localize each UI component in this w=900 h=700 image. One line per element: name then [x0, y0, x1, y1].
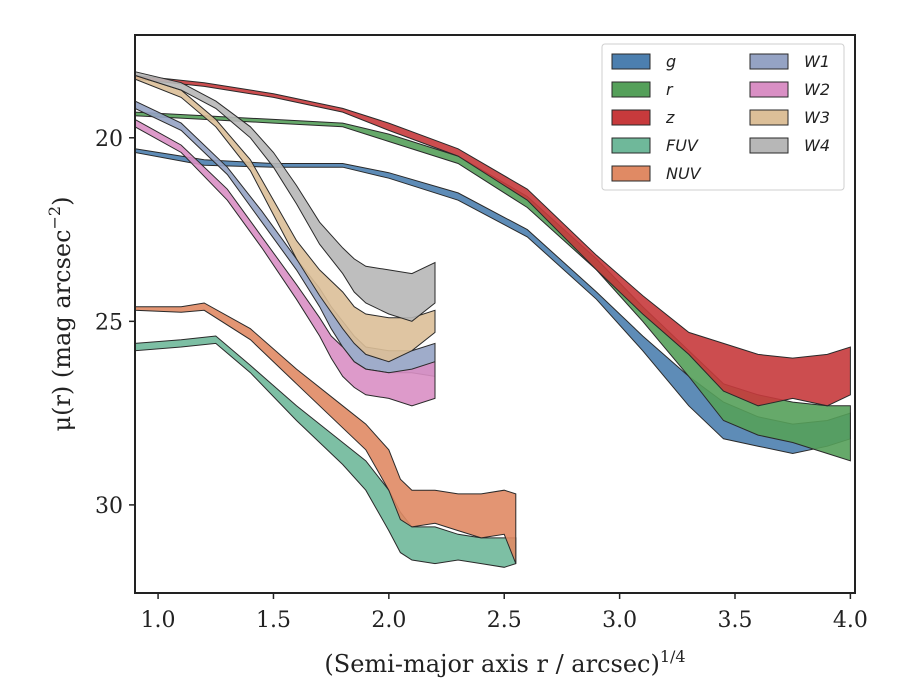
x-tick-label: 3.0	[602, 608, 637, 633]
legend-swatch-w3	[749, 109, 789, 126]
axes-frame	[134, 34, 856, 594]
series-band-z	[134, 74, 851, 407]
y-axis-ticks: 20 25 30	[95, 127, 135, 519]
y-axis-label: μ(r) (mag arcsec−2)	[45, 197, 76, 432]
legend-label-r: r	[666, 80, 674, 99]
legend-label-fuv: FUV	[666, 136, 699, 155]
x-tick-label: 1.5	[256, 608, 291, 633]
legend-swatch-w4	[749, 137, 789, 154]
legend-label-z: z	[665, 108, 675, 127]
legend-label-w1: W1	[804, 52, 830, 71]
legend-swatch-z	[611, 109, 651, 126]
y-tick-label: 20	[95, 127, 123, 152]
legend: grz FUV NUV W1 W2 W3 W4	[601, 43, 845, 191]
y-axis-label-exponent: −2	[45, 206, 64, 230]
legend-swatch-w2	[749, 81, 789, 98]
legend-swatch-r	[611, 81, 651, 98]
y-axis-label-text: μ(r) (mag arcsec	[48, 229, 76, 431]
x-axis-label-text: (Semi-major axis r / arcsec)	[324, 650, 659, 678]
x-tick-label: 2.0	[371, 608, 406, 633]
x-tick-label: 2.5	[487, 608, 522, 633]
y-tick-label: 25	[95, 310, 123, 335]
series-band-nuv	[134, 302, 517, 564]
y-tick-label: 30	[95, 494, 123, 519]
x-tick-label: 1.0	[141, 608, 176, 633]
series-band-w2	[134, 118, 436, 407]
x-tick-label: 4.0	[833, 608, 868, 633]
x-axis-label-exponent: 1/4	[660, 647, 686, 666]
x-tick-label: 3.5	[718, 608, 753, 633]
legend-swatch-fuv	[611, 137, 651, 154]
x-axis-ticks: 1.0 1.5 2.0 2.5 3.0 3.5 4.0	[141, 593, 868, 633]
legend-label-g: g	[666, 52, 676, 71]
legend-label-w3: W3	[804, 108, 830, 127]
legend-label-w2: W2	[804, 80, 830, 99]
y-axis-label-close: )	[48, 197, 76, 206]
x-axis-label: (Semi-major axis r / arcsec)1/4	[324, 647, 685, 678]
plot-area	[134, 71, 851, 568]
series-band-w4	[134, 71, 436, 322]
legend-label-w4: W4	[804, 136, 830, 155]
legend-swatch-nuv	[611, 165, 651, 182]
legend-swatch-w1	[749, 53, 789, 70]
legend-swatch-g	[611, 53, 651, 70]
legend-label-nuv: NUV	[666, 164, 702, 183]
series-band-fuv	[134, 335, 517, 568]
series-band-w3	[134, 74, 436, 363]
